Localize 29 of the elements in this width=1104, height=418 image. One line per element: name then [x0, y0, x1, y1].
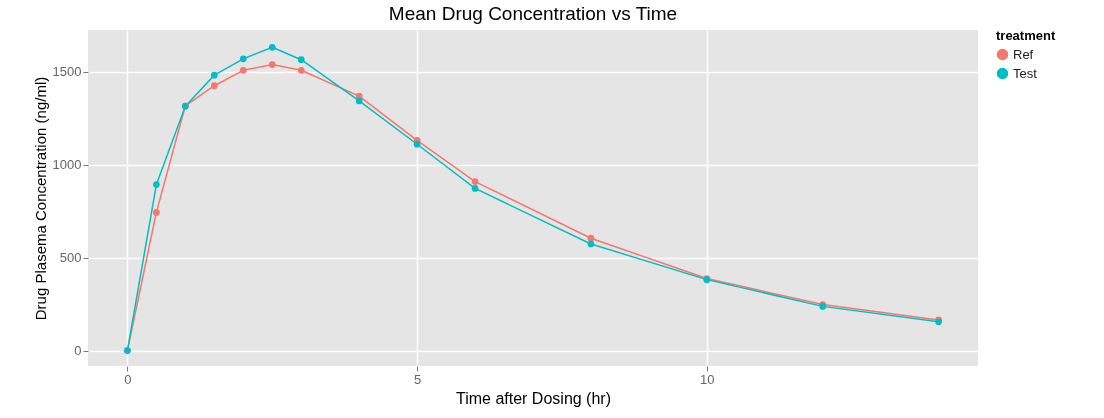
- y-tick-label: 1000: [52, 157, 82, 173]
- x-tick-label: 10: [700, 371, 715, 387]
- legend-label: Test: [1013, 65, 1038, 81]
- point: [587, 234, 595, 242]
- point: [153, 209, 160, 216]
- point: [210, 71, 218, 79]
- x-axis-title: Time after Dosing (hr): [456, 389, 611, 407]
- legend-label: Ref: [1013, 46, 1034, 62]
- x-tick-label: 5: [414, 371, 422, 387]
- point: [239, 66, 247, 74]
- point: [210, 82, 218, 90]
- point: [153, 181, 160, 188]
- x-tick-label: 0: [124, 371, 132, 387]
- point: [239, 55, 247, 63]
- point: [297, 66, 305, 74]
- point: [268, 61, 276, 68]
- point: [587, 240, 595, 248]
- y-tick-label: 0: [74, 343, 82, 359]
- point: [413, 140, 421, 148]
- legend-title: treatment: [996, 28, 1056, 43]
- point: [471, 178, 479, 185]
- point: [471, 185, 479, 192]
- y-axis-title: Drug Plasema Concentration (ng/ml): [31, 76, 49, 321]
- y-tick-label: 1500: [52, 64, 82, 80]
- point: [297, 56, 305, 64]
- y-tick-label: 500: [59, 250, 82, 266]
- chart-title: Mean Drug Concentration vs Time: [388, 3, 678, 24]
- point: [268, 43, 276, 51]
- point: [355, 97, 363, 105]
